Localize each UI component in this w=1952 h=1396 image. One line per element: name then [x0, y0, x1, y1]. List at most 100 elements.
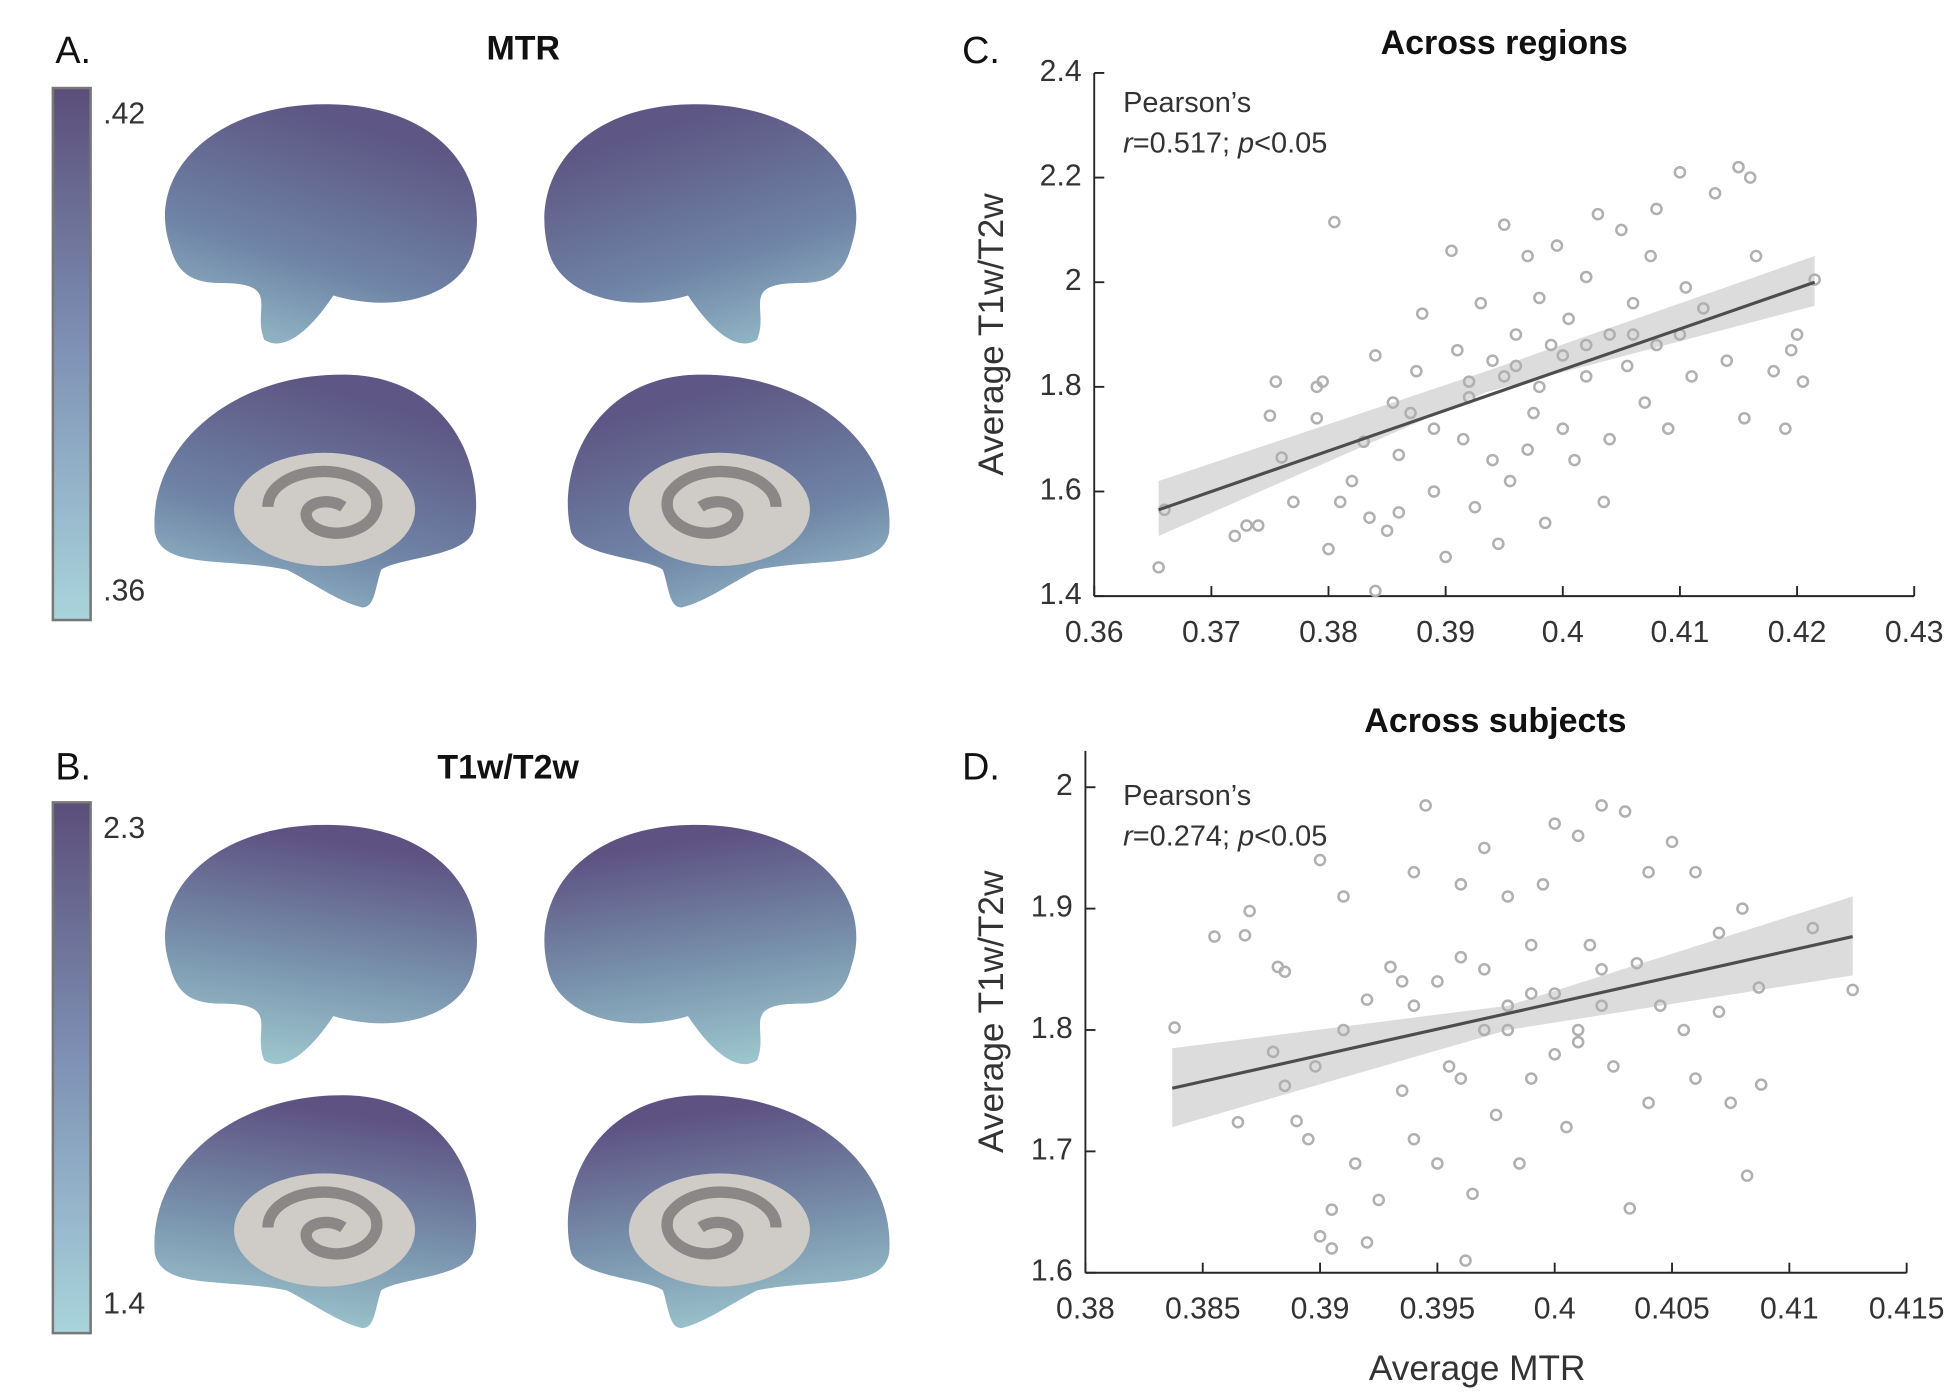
annotation-part: =0.517;: [1133, 127, 1238, 159]
point: [1263, 409, 1277, 422]
point: [1302, 1132, 1315, 1146]
point: [1278, 965, 1292, 979]
point: [1392, 506, 1406, 519]
point: [1603, 328, 1616, 341]
x-tick-label: 0.37: [1182, 616, 1241, 649]
point: [1724, 1096, 1737, 1110]
point: [1501, 999, 1515, 1013]
point: [1313, 1230, 1327, 1243]
point: [1732, 160, 1745, 174]
point: [1456, 432, 1470, 446]
point: [1740, 1169, 1754, 1182]
annotation-part: r: [1123, 820, 1134, 852]
point: [1278, 1079, 1292, 1093]
point: [1595, 999, 1608, 1013]
x-tick-label: 0.43: [1885, 616, 1944, 649]
point: [1269, 375, 1283, 388]
x-tick-label: 0.39: [1291, 1292, 1350, 1325]
y-tick-label: 1.4: [1040, 578, 1082, 611]
point: [1790, 328, 1804, 341]
x-tick-label: 0.395: [1400, 1292, 1476, 1325]
point: [1524, 938, 1538, 952]
point: [1228, 529, 1242, 543]
point: [1548, 1047, 1561, 1061]
point: [1231, 1115, 1245, 1129]
colorbar-tick-label: .36: [103, 574, 145, 607]
point: [1533, 291, 1546, 305]
point: [1754, 1078, 1768, 1091]
point: [1806, 921, 1820, 935]
point: [1313, 853, 1327, 867]
point: [1348, 1157, 1362, 1170]
brain-medial-left: [154, 1095, 476, 1328]
point: [1459, 1254, 1472, 1267]
annotation-part: p: [1237, 127, 1254, 159]
point: [1316, 375, 1329, 388]
point: [1583, 938, 1597, 952]
point: [1395, 975, 1409, 988]
point: [1685, 370, 1698, 383]
point: [1392, 448, 1406, 462]
point: [1309, 1060, 1322, 1073]
point: [1712, 1005, 1726, 1019]
point: [1501, 1023, 1515, 1037]
point: [1360, 1236, 1374, 1249]
point: [1548, 817, 1561, 830]
point: [1486, 354, 1499, 367]
point: [1689, 1072, 1702, 1085]
point: [1527, 406, 1540, 420]
annotation: Pearson’s: [1123, 87, 1251, 119]
point: [1439, 550, 1452, 564]
point: [1708, 186, 1722, 200]
annotation: r=0.274; p<0.05: [1123, 820, 1327, 852]
point: [1556, 422, 1570, 435]
y-tick-label: 2.2: [1040, 160, 1082, 193]
point: [1322, 542, 1335, 556]
point: [1492, 537, 1505, 551]
point: [1796, 375, 1810, 388]
panel-label: C.: [962, 29, 1000, 71]
point: [1644, 249, 1657, 263]
y-tick-label: 1.6: [1040, 473, 1082, 506]
y-tick-label: 1.9: [1031, 891, 1073, 924]
panel-label: D.: [962, 746, 1000, 788]
point: [1548, 987, 1561, 1000]
point: [1784, 343, 1798, 357]
annotation-part: p: [1237, 820, 1254, 852]
y-tick-label: 1.8: [1040, 369, 1082, 402]
point: [1595, 963, 1608, 976]
point: [1489, 1108, 1503, 1122]
point: [1501, 890, 1515, 903]
point: [1579, 370, 1593, 383]
point: [1208, 930, 1221, 943]
chart-title: Across regions: [1381, 24, 1628, 62]
y-axis-label: Average T1w/T2w: [972, 870, 1011, 1153]
colorbar: [51, 801, 92, 1335]
point: [1168, 1021, 1181, 1034]
point: [1544, 338, 1558, 352]
point: [1533, 380, 1546, 394]
point: [1642, 1096, 1655, 1110]
x-tick-label: 0.38: [1056, 1292, 1115, 1325]
point: [1395, 1084, 1409, 1097]
brain-lateral-left: [164, 824, 477, 1065]
annotation-part: <0.05: [1254, 127, 1327, 159]
point: [1665, 835, 1679, 849]
point: [1410, 364, 1423, 378]
x-tick-label: 0.38: [1299, 616, 1358, 649]
confidence-band: [1158, 256, 1815, 536]
point: [1427, 485, 1441, 498]
point: [1275, 451, 1288, 464]
point: [1478, 841, 1491, 855]
point: [1571, 1035, 1585, 1049]
point: [1451, 343, 1464, 357]
point: [1266, 1045, 1280, 1059]
point: [1337, 890, 1350, 903]
point: [1650, 202, 1663, 216]
brain-lateral-left: [164, 104, 477, 344]
y-axis-label: Average T1w/T2w: [972, 193, 1011, 476]
point: [1679, 281, 1693, 294]
brain-images: [154, 104, 889, 1328]
point: [1419, 799, 1432, 812]
point: [1384, 960, 1397, 974]
